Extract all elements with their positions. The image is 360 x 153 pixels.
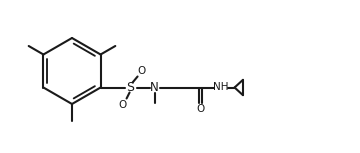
Text: O: O (118, 101, 127, 110)
Text: O: O (196, 104, 204, 114)
Text: N: N (150, 81, 159, 94)
Text: O: O (138, 65, 146, 75)
Text: NH: NH (213, 82, 228, 91)
Text: S: S (127, 81, 135, 94)
